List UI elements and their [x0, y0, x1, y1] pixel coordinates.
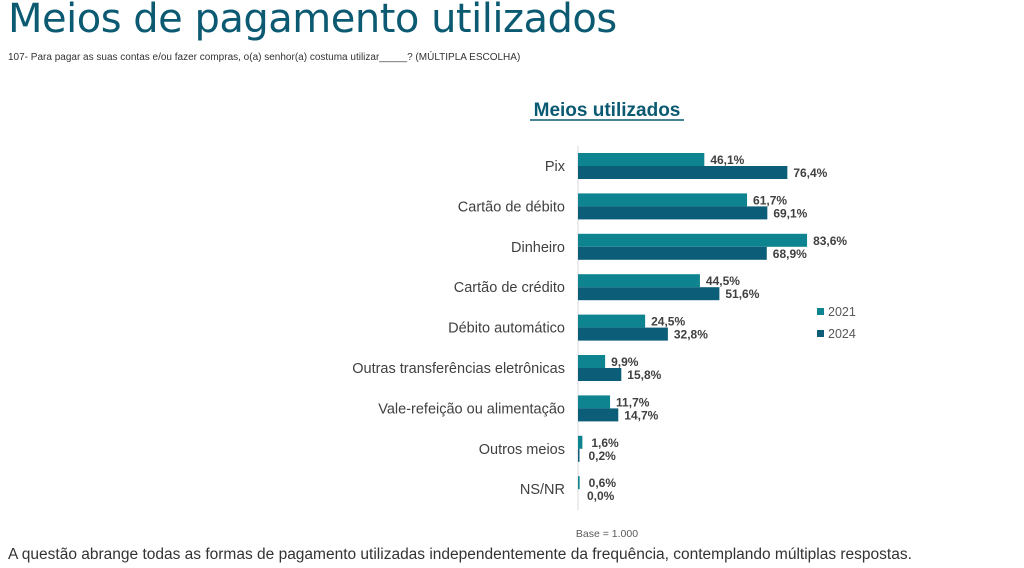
data-label-2021: 0,6%: [589, 476, 617, 490]
bar-2021: [578, 476, 580, 490]
bar-2024: [578, 448, 580, 462]
category-label: Dinheiro: [511, 240, 565, 256]
category-label: Cartão de crédito: [454, 280, 565, 296]
data-label-2021: 24,5%: [651, 315, 685, 329]
bar-2024: [578, 206, 768, 220]
data-label-2021: 46,1%: [710, 153, 744, 167]
bar-2021: [578, 355, 606, 368]
category-label: Cartão de débito: [458, 199, 565, 215]
bar-2021: [578, 153, 705, 166]
data-label-2021: 9,9%: [611, 355, 639, 369]
data-label-2024: 68,9%: [773, 247, 807, 261]
bar-2021: [578, 233, 808, 247]
category-label: Vale-refeição ou alimentação: [378, 401, 565, 417]
data-label-2024: 0,0%: [587, 489, 615, 503]
data-label-2024: 15,8%: [627, 368, 661, 382]
footnote: A questão abrange todas as formas de pag…: [8, 546, 912, 563]
data-label-2021: 1,6%: [591, 436, 619, 450]
data-label-2024: 14,7%: [624, 408, 658, 422]
legend-swatch-2024: [817, 330, 824, 337]
page-title: Meios de pagamento utilizados: [8, 0, 617, 42]
category-label: NS/NR: [520, 482, 565, 498]
bar-2024: [578, 166, 788, 179]
data-label-2024: 76,4%: [793, 166, 827, 180]
data-label-2024: 51,6%: [725, 287, 759, 301]
data-label-2024: 69,1%: [773, 206, 807, 220]
legend-label-2024: 2024: [828, 327, 856, 341]
data-label-2021: 11,7%: [616, 395, 650, 409]
data-label-2021: 83,6%: [813, 234, 847, 248]
chart-title: Meios utilizados: [534, 100, 681, 121]
bar-2021: [578, 395, 611, 409]
data-label-2021: 61,7%: [753, 193, 787, 207]
bar-2021: [578, 193, 748, 207]
bar-2024: [578, 368, 622, 381]
data-label-2024: 0,2%: [589, 449, 617, 463]
data-label-2021: 44,5%: [706, 274, 740, 288]
bar-2021: [578, 314, 646, 328]
category-label: Outras transferências eletrônicas: [352, 361, 565, 377]
legend-swatch-2021: [817, 308, 824, 315]
bar-2024: [578, 408, 619, 422]
bar-2021: [578, 435, 583, 449]
legend-label-2021: 2021: [828, 305, 856, 319]
data-label-2024: 32,8%: [674, 328, 708, 342]
category-label: Pix: [545, 159, 566, 175]
base-note: Base = 1.000: [576, 528, 638, 540]
category-label: Outros meios: [479, 442, 565, 458]
bar-2024: [578, 246, 767, 260]
bar-2021: [578, 274, 700, 288]
question-text: 107- Para pagar as suas contas e/ou faze…: [8, 52, 521, 63]
category-label: Débito automático: [448, 321, 565, 337]
bar-2024: [578, 327, 668, 341]
bar-2024: [578, 287, 720, 301]
